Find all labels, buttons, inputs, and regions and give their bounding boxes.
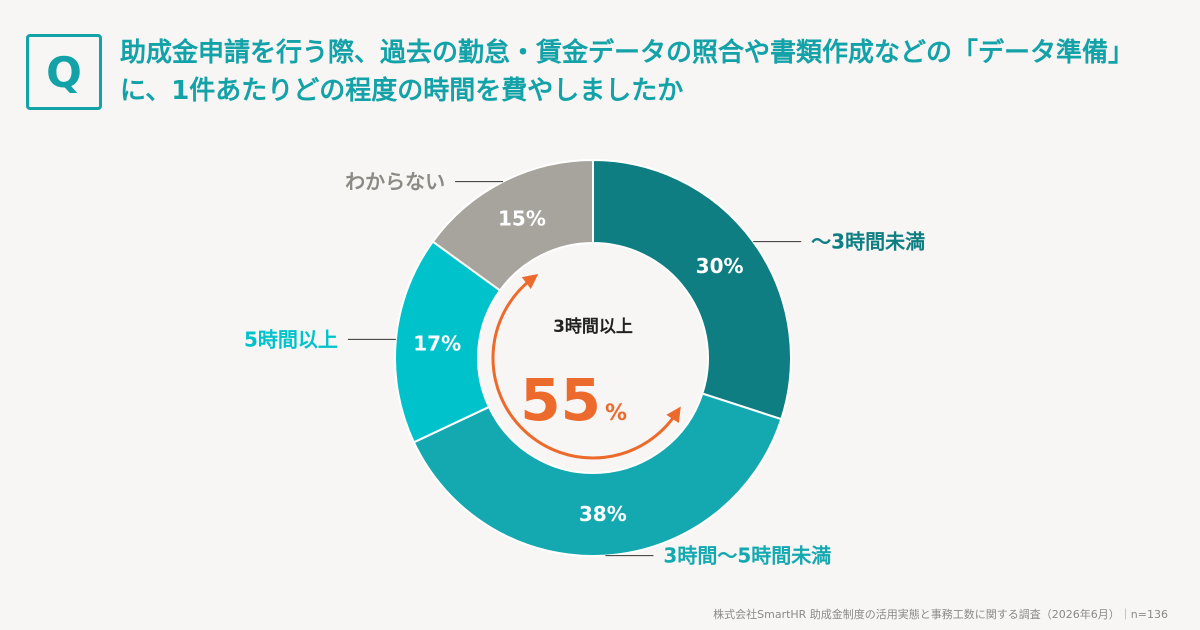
slice-value-label: 17% <box>413 331 461 355</box>
question-text: 助成金申請を行う際、過去の勤怠・賃金データの照合や書類作成などの「データ準備」に… <box>120 38 1135 106</box>
slice-value-label: 15% <box>498 207 546 231</box>
center-value: 55 <box>520 366 601 434</box>
category-label: わからない <box>345 170 445 194</box>
range-arrow <box>491 274 681 460</box>
center-label: 3時間以上 <box>553 316 633 337</box>
category-label: 3時間〜5時間未満 <box>663 544 831 568</box>
slice-value-label: 30% <box>696 254 744 278</box>
donut-slice <box>592 158 792 421</box>
donut-slice <box>394 240 502 444</box>
donut-slice <box>412 392 783 557</box>
source-note: 株式会社SmartHR 助成金制度の活用実態と事務工数に関する調査（2026年6… <box>713 608 1168 621</box>
donut-slice <box>431 158 594 292</box>
slice-value-label: 38% <box>579 502 627 526</box>
category-label: 5時間以上 <box>244 327 338 351</box>
center-unit: % <box>605 401 627 426</box>
question-badge: Q <box>26 34 102 110</box>
category-label: 〜3時間未満 <box>811 230 925 254</box>
